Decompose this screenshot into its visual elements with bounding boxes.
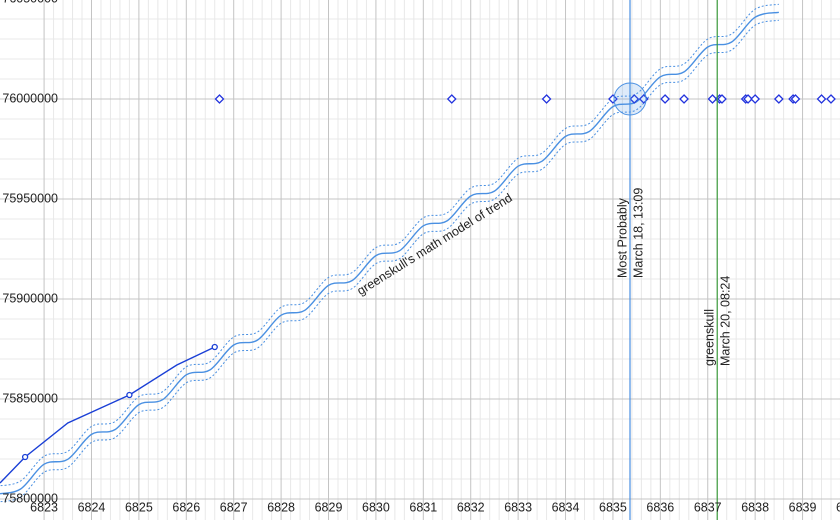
- diamond-point: [629, 94, 640, 104]
- highlight-circle: [613, 82, 647, 116]
- x-tick-label: 6827: [220, 500, 248, 514]
- y-tick-label: 75850000: [2, 391, 58, 405]
- x-tick-label: 6830: [362, 500, 390, 514]
- diamond-point: [826, 94, 836, 104]
- diamond-point: [750, 94, 761, 104]
- x-tick-label: 6823: [30, 500, 58, 514]
- x-tick-label: 6837: [694, 500, 722, 514]
- diamond-point: [816, 94, 827, 104]
- y-tick-label: 76050000: [2, 0, 58, 5]
- diamond-point: [743, 94, 753, 104]
- trend-band: [0, 19, 779, 503]
- diamond-point: [214, 94, 225, 104]
- x-tick-label: 6832: [457, 500, 485, 514]
- marker-label: March 18, 13:09: [631, 188, 645, 278]
- y-tick-label: 75950000: [2, 191, 58, 205]
- x-tick-label: 6825: [125, 500, 153, 514]
- marker-label: March 20, 08:24: [719, 276, 733, 366]
- x-tick-label: 6829: [315, 500, 343, 514]
- sample-point: [211, 343, 218, 351]
- trend-band: [0, 3, 779, 487]
- diamond-point: [541, 94, 552, 104]
- x-tick-label: 6838: [741, 500, 769, 514]
- diamond-point: [446, 94, 457, 104]
- x-tick-label: 6828: [267, 500, 295, 514]
- sample-point: [126, 391, 133, 399]
- diamond-point: [773, 94, 784, 104]
- x-tick-label: 6840: [836, 500, 840, 514]
- x-tick-label: 6834: [552, 500, 580, 514]
- x-tick-label: 6833: [504, 500, 532, 514]
- y-tick-label: 75800000: [2, 491, 58, 505]
- y-tick-label: 76000000: [2, 91, 58, 105]
- x-tick-label: 6835: [599, 500, 627, 514]
- y-tick-label: 75900000: [2, 291, 58, 305]
- diamond-point: [679, 94, 689, 104]
- marker-label: Most Probably: [615, 197, 629, 278]
- x-tick-label: 6831: [409, 500, 437, 514]
- diamond-point: [608, 94, 618, 104]
- marker-label: greenskull: [703, 309, 717, 366]
- diamond-point: [660, 94, 670, 104]
- diamond-point: [717, 94, 727, 104]
- diamond-point: [707, 94, 718, 104]
- sample-point: [21, 453, 29, 461]
- series-line: [0, 11, 779, 495]
- x-tick-label: 6836: [646, 500, 674, 514]
- x-tick-label: 6824: [78, 500, 106, 514]
- series-line: [0, 346, 216, 484]
- diamond-point: [790, 94, 801, 104]
- x-tick-label: 6826: [172, 500, 200, 514]
- x-tick-label: 6839: [789, 500, 817, 514]
